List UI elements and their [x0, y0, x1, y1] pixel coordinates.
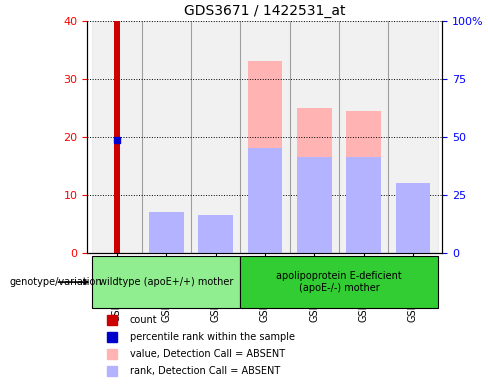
Bar	[240, 256, 438, 308]
Text: rank, Detection Call = ABSENT: rank, Detection Call = ABSENT	[130, 366, 280, 376]
Bar	[346, 157, 381, 253]
Bar	[346, 111, 381, 253]
Bar	[142, 21, 191, 253]
Bar	[297, 108, 331, 253]
Bar	[191, 21, 240, 253]
Bar	[114, 21, 120, 253]
Bar	[198, 215, 233, 253]
Bar	[396, 183, 430, 253]
Bar	[149, 218, 183, 253]
Text: value, Detection Call = ABSENT: value, Detection Call = ABSENT	[130, 349, 285, 359]
Bar	[240, 21, 289, 253]
Bar	[248, 61, 282, 253]
Bar	[92, 256, 240, 308]
Text: percentile rank within the sample: percentile rank within the sample	[130, 332, 295, 342]
Bar	[92, 21, 142, 253]
Bar	[289, 21, 339, 253]
Text: wildtype (apoE+/+) mother: wildtype (apoE+/+) mother	[99, 277, 233, 287]
Title: GDS3671 / 1422531_at: GDS3671 / 1422531_at	[184, 4, 346, 18]
Bar	[198, 230, 233, 253]
Bar	[388, 21, 438, 253]
Text: apolipoprotein E-deficient
(apoE-/-) mother: apolipoprotein E-deficient (apoE-/-) mot…	[276, 271, 402, 293]
Text: count: count	[130, 315, 158, 325]
Bar	[248, 149, 282, 253]
Bar	[149, 212, 183, 253]
Bar	[297, 157, 331, 253]
Text: genotype/variation: genotype/variation	[9, 277, 102, 287]
Bar	[339, 21, 388, 253]
